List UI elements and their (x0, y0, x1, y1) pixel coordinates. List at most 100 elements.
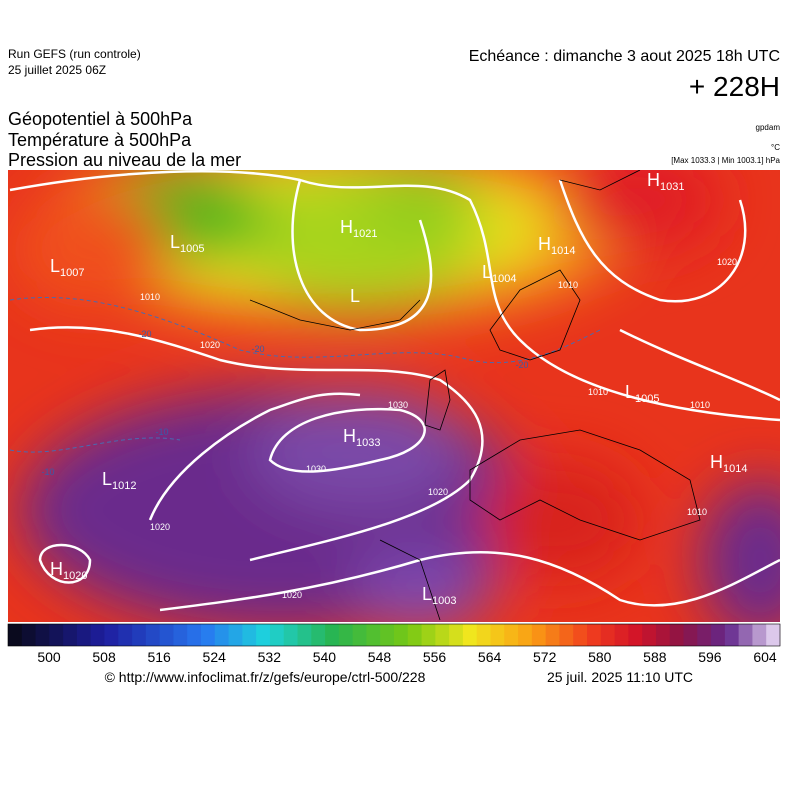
colorbar-tick: 540 (313, 649, 337, 665)
colorbar-swatch (63, 624, 78, 646)
colorbar-swatch (21, 624, 37, 646)
colorbar-swatch (724, 624, 740, 646)
title: Pression au niveau de la mer (8, 150, 241, 170)
center-letter: L (625, 382, 635, 402)
center-value: 1012 (112, 480, 136, 492)
colorbar-tick: 596 (698, 649, 722, 665)
center-value: 1007 (60, 267, 84, 279)
center-value: 1033 (356, 437, 380, 449)
contour-label: -20 (251, 344, 264, 354)
colorbar-tick: 548 (368, 649, 392, 665)
colorbar-swatch (711, 624, 726, 646)
offset: + 228H (689, 71, 780, 102)
source: © http://www.infoclimat.fr/z/gefs/europe… (105, 669, 426, 685)
run-date: 25 juillet 2025 06Z (8, 63, 106, 77)
colorbar-swatch (518, 624, 533, 646)
center-letter: H (343, 426, 356, 446)
colorbar-swatch (407, 624, 423, 646)
center-letter: H (538, 234, 551, 254)
colorbar-swatch (655, 624, 671, 646)
center-letter: L (102, 469, 112, 489)
colorbar-tick: 532 (258, 649, 282, 665)
title: Géopotentiel à 500hPa (8, 109, 193, 129)
colorbar-swatch (587, 624, 602, 646)
run: Run GEFS (run controle) (8, 47, 141, 61)
center-letter: L (350, 286, 360, 306)
pressure-center: L1003 (422, 584, 457, 607)
echeance: Echéance : dimanche 3 aout 2025 18h UTC (469, 48, 780, 65)
colorbar-swatch (573, 624, 588, 646)
colorbar-swatch (435, 624, 450, 646)
unit: [Max 1033.3 | Min 1003.1] hPa (671, 156, 780, 165)
colorbar-swatch (228, 624, 243, 646)
colorbar-swatch (697, 624, 712, 646)
center-value: 1021 (353, 228, 377, 240)
colorbar-swatch (187, 624, 202, 646)
pressure-center: H1033 (343, 426, 380, 449)
center-value: 1020 (63, 570, 87, 582)
colorbar-swatch (642, 624, 657, 646)
colorbar-tick: 516 (147, 649, 171, 665)
colorbar-swatch (297, 624, 312, 646)
colorbar-swatch (669, 624, 684, 646)
center-letter: H (710, 452, 723, 472)
center-value: 1014 (723, 463, 747, 475)
colorbar-swatch (462, 624, 478, 646)
colorbar-swatch (118, 624, 133, 646)
center-value: 1005 (180, 243, 204, 255)
pressure-center: H1014 (710, 452, 747, 475)
colorbar-swatch (338, 624, 354, 646)
unit: gpdam (756, 123, 781, 132)
colorbar-swatch (380, 624, 395, 646)
pressure-center: L1005 (170, 232, 205, 255)
colorbar-swatch (269, 624, 285, 646)
colorbar-swatch (201, 624, 216, 646)
contour-label: 1010 (558, 280, 578, 290)
contour-label: 1030 (306, 464, 326, 474)
center-letter: H (340, 217, 353, 237)
center-value: 1014 (551, 245, 575, 257)
pressure-center: L1005 (625, 382, 660, 405)
pressure-center: H1020 (50, 559, 87, 582)
colorbar-swatch (35, 624, 50, 646)
pressure-center: H1021 (340, 217, 377, 240)
generated: 25 juil. 2025 11:10 UTC (547, 669, 693, 685)
colorbar-swatch (173, 624, 188, 646)
center-letter: H (50, 559, 63, 579)
contour-label: -20 (515, 360, 528, 370)
colorbar-swatch (476, 624, 491, 646)
contour-label: 1020 (428, 487, 448, 497)
colorbar-tick: 572 (533, 649, 557, 665)
colorbar-swatch (559, 624, 574, 646)
contour-label: -10 (155, 427, 168, 437)
colorbar-tick: 556 (423, 649, 447, 665)
colorbar-swatch (311, 624, 326, 646)
center-value: 1004 (492, 273, 516, 285)
contour-label: -10 (41, 467, 54, 477)
center-letter: L (482, 262, 492, 282)
pressure-center: L (350, 286, 360, 306)
colorbar-swatch (600, 624, 616, 646)
contour-label: 1010 (140, 292, 160, 302)
colorbar-swatch (214, 624, 230, 646)
pressure-center: L1007 (50, 256, 85, 279)
colorbar-swatch (752, 624, 767, 646)
colorbar-tick: 508 (92, 649, 116, 665)
contour-label: 1010 (687, 507, 707, 517)
unit: °C (771, 143, 780, 152)
contour-label: 1020 (150, 522, 170, 532)
colorbar-swatch (504, 624, 519, 646)
colorbar-tick: 564 (478, 649, 502, 665)
pressure-center: H1014 (538, 234, 575, 257)
colorbar-swatch (283, 624, 298, 646)
colorbar-tick: 524 (203, 649, 227, 665)
contour-label: 1010 (690, 400, 710, 410)
pressure-center: H1031 (647, 170, 684, 193)
colorbar-swatch (256, 624, 271, 646)
colorbar-swatch (325, 624, 340, 646)
colorbar-swatch (49, 624, 64, 646)
colorbar-tick: 588 (643, 649, 667, 665)
colorbar-tick: 604 (753, 649, 777, 665)
colorbar-swatch (159, 624, 174, 646)
